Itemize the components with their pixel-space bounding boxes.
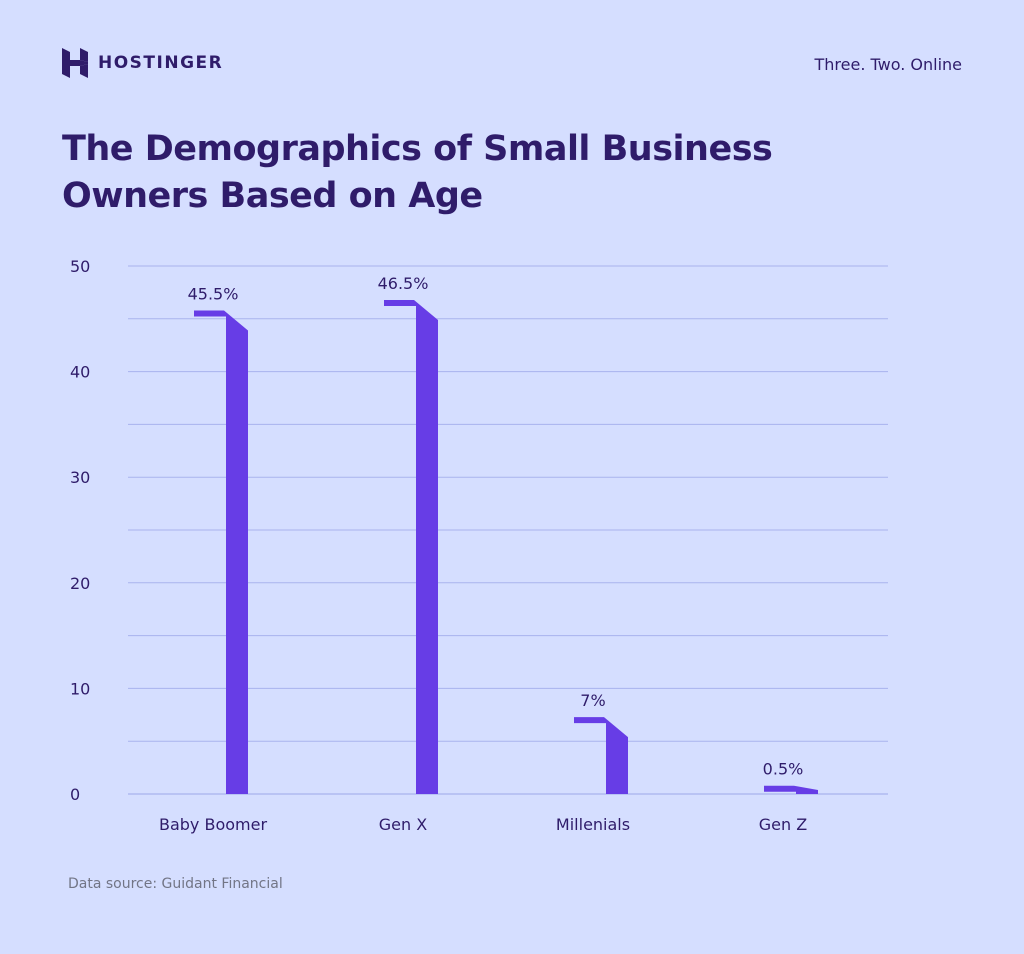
y-tick-label: 50 bbox=[70, 257, 90, 276]
bar-value-label: 0.5% bbox=[763, 760, 804, 779]
y-tick-label: 0 bbox=[70, 785, 80, 804]
x-tick-label: Gen Z bbox=[759, 815, 807, 834]
bar-gen-z bbox=[764, 785, 818, 794]
brand: HOSTINGER bbox=[62, 48, 223, 78]
y-tick-label: 30 bbox=[70, 468, 90, 487]
hostinger-logo-icon bbox=[62, 48, 88, 78]
bar-value-label: 7% bbox=[580, 691, 605, 710]
bar-value-label: 45.5% bbox=[188, 285, 239, 304]
y-tick-label: 40 bbox=[70, 363, 90, 382]
y-tick-label: 10 bbox=[70, 679, 90, 698]
bar-value-label: 46.5% bbox=[378, 274, 429, 293]
x-tick-label: Millenials bbox=[556, 815, 630, 834]
bar-gen-x bbox=[384, 299, 438, 794]
data-source: Data source: Guidant Financial bbox=[68, 876, 283, 892]
bar-baby-boomer bbox=[194, 310, 248, 794]
tagline: Three. Two. Online bbox=[814, 55, 963, 74]
x-tick-label: Baby Boomer bbox=[159, 815, 267, 834]
y-tick-label: 20 bbox=[70, 574, 90, 593]
brand-name: HOSTINGER bbox=[98, 53, 224, 73]
x-tick-label: Gen X bbox=[379, 815, 427, 834]
bar-millenials bbox=[574, 717, 628, 794]
chart-title: The Demographics of Small Business Owner… bbox=[62, 129, 773, 216]
